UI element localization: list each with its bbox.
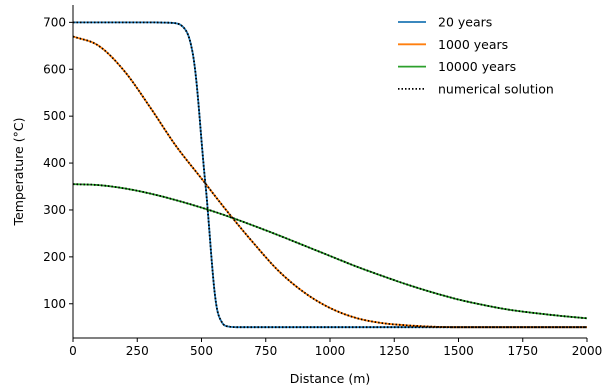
numerical-solution-line-2 (72, 183, 588, 320)
legend-label-0: 20 years (438, 15, 492, 30)
y-tick-label: 300 (43, 203, 66, 217)
y-tick-label: 100 (43, 297, 66, 311)
x-tick-label: 750 (254, 344, 277, 358)
legend: 20 years 1000 years 10000 years numerical s… (398, 15, 554, 96)
y-tick-label: 700 (43, 15, 66, 29)
x-tick-label: 500 (190, 344, 213, 358)
numerical-solution-line-1 (72, 35, 587, 329)
y-axis-title: Temperature (°C) (11, 118, 26, 227)
y-axis-ticks: 100 200 300 400 500 600 700 (43, 15, 73, 311)
legend-label-2: 10000 years (438, 59, 516, 74)
x-tick-label: 0 (69, 344, 77, 358)
y-tick-label: 600 (43, 62, 66, 76)
y-tick-label: 500 (43, 109, 66, 123)
series-line-0 (73, 21, 587, 329)
x-tick-label: 250 (126, 344, 149, 358)
x-tick-label: 1750 (507, 344, 538, 358)
y-tick-label: 400 (43, 156, 66, 170)
series-line-2 (72, 183, 588, 320)
legend-label-3: numerical solution (438, 81, 554, 96)
x-tick-label: 1000 (315, 344, 346, 358)
x-axis-ticks: 0 250 500 750 1000 1250 1500 1750 2000 (69, 338, 602, 358)
x-tick-label: 1500 (443, 344, 474, 358)
x-axis-title: Distance (m) (290, 371, 371, 386)
x-tick-label: 2000 (572, 344, 603, 358)
series-line-1 (72, 35, 587, 329)
plot-area (72, 21, 588, 329)
legend-label-1: 1000 years (438, 37, 508, 52)
series-layer (72, 21, 588, 329)
x-tick-label: 1250 (379, 344, 410, 358)
y-tick-label: 200 (43, 250, 66, 264)
